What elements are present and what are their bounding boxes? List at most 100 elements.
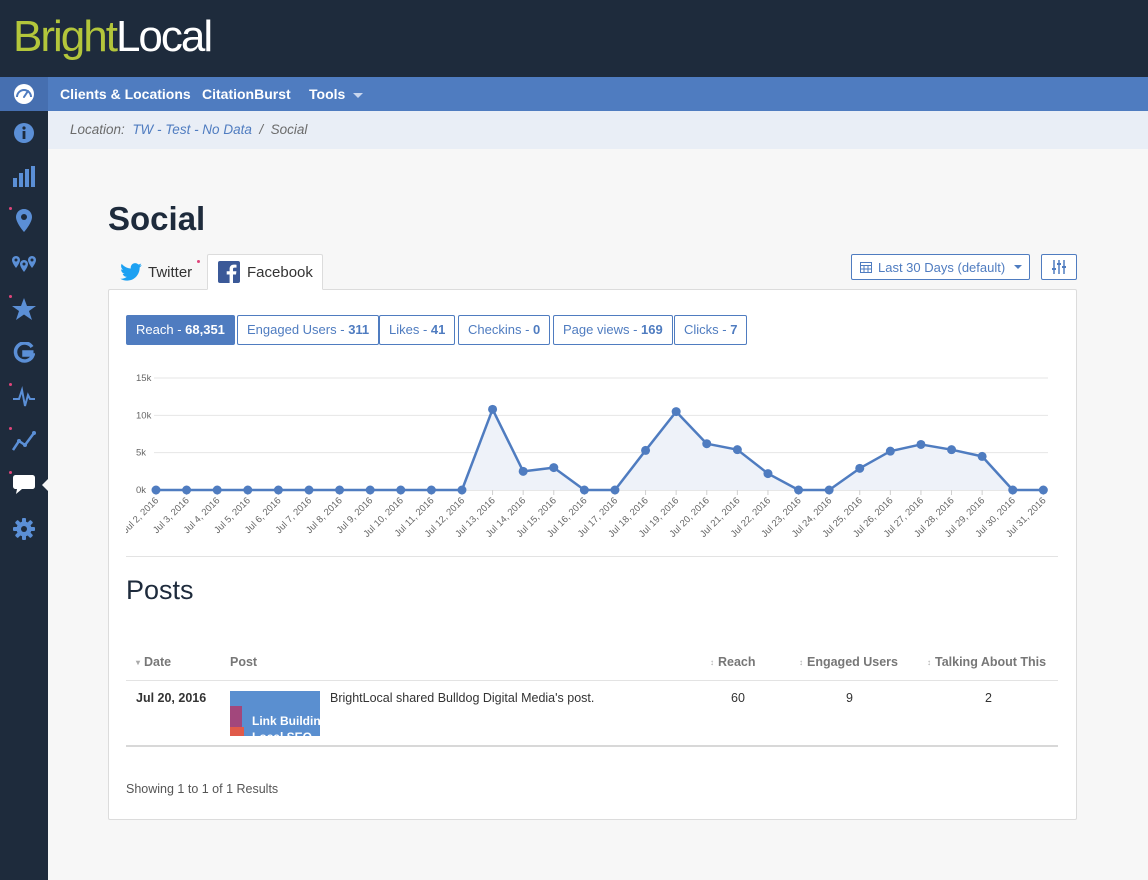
data-point bbox=[855, 463, 865, 473]
trend-line-icon bbox=[12, 431, 36, 451]
y-tick-label: 10k bbox=[136, 410, 152, 421]
divider bbox=[126, 556, 1058, 557]
y-tick-label: 0k bbox=[136, 485, 146, 496]
post-engaged-users: 9 bbox=[846, 691, 853, 705]
post-talking-about-this: 2 bbox=[985, 691, 992, 705]
column-header-date[interactable]: ▾ Date bbox=[136, 655, 172, 669]
post-thumbnail[interactable]: Link Building for Local SEO bbox=[230, 691, 320, 736]
notification-dot bbox=[9, 427, 12, 430]
notification-dot bbox=[9, 207, 12, 210]
caret-down-icon bbox=[1014, 265, 1023, 269]
data-point bbox=[212, 485, 222, 495]
logo[interactable]: BrightLocal bbox=[13, 12, 213, 61]
notification-dot bbox=[9, 383, 12, 386]
data-point bbox=[304, 485, 314, 495]
sidebar-item-google[interactable] bbox=[0, 333, 48, 373]
speech-bubble-icon bbox=[13, 475, 35, 494]
notification-dot bbox=[9, 471, 12, 474]
series-area bbox=[156, 409, 1044, 490]
sort-icon: ↕ bbox=[799, 658, 803, 667]
nav-tools[interactable]: Tools bbox=[309, 77, 364, 111]
data-point bbox=[457, 485, 467, 495]
reach-chart: 0k 5k 10k 15k Jul 2, 2016 Jul 3, 2016 Jul 4, 2… bbox=[120, 362, 1058, 547]
sidebar-item-settings[interactable] bbox=[0, 509, 48, 549]
data-point bbox=[1008, 485, 1018, 495]
metric-reach-button[interactable]: Reach - 68,351 bbox=[126, 315, 235, 345]
data-point bbox=[243, 485, 253, 495]
breadcrumb-separator: / bbox=[259, 122, 264, 137]
metric-clicks-button[interactable]: Clicks - 7 bbox=[674, 315, 748, 345]
data-point bbox=[671, 407, 681, 417]
post-reach: 60 bbox=[731, 691, 745, 705]
twitter-icon bbox=[120, 263, 142, 281]
breadcrumb-current: Social bbox=[270, 122, 308, 137]
sidebar-item-rankings[interactable] bbox=[0, 157, 48, 197]
results-count: Showing 1 to 1 of 1 Results bbox=[126, 782, 279, 796]
top-bar: BrightLocal bbox=[0, 0, 1148, 77]
data-point bbox=[610, 485, 620, 495]
data-point bbox=[335, 485, 345, 495]
post-text[interactable]: BrightLocal shared Bulldog Digital Media… bbox=[330, 691, 595, 705]
google-icon bbox=[13, 342, 35, 363]
data-point bbox=[488, 404, 498, 414]
sidebar-item-info[interactable] bbox=[0, 113, 48, 153]
active-indicator bbox=[42, 479, 48, 491]
data-point bbox=[396, 485, 406, 495]
data-point bbox=[947, 445, 957, 455]
data-point bbox=[151, 485, 161, 495]
data-point bbox=[641, 445, 651, 455]
sidebar bbox=[0, 111, 48, 880]
calendar-icon bbox=[860, 262, 872, 273]
sidebar-item-local-search[interactable] bbox=[0, 201, 48, 241]
data-point bbox=[1038, 485, 1048, 495]
sidebar-item-citations[interactable] bbox=[0, 245, 48, 285]
sidebar-item-analytics[interactable] bbox=[0, 421, 48, 461]
notification-dot bbox=[9, 295, 12, 298]
tab-twitter[interactable]: Twitter bbox=[108, 254, 206, 290]
post-thumbnail-text: Link Building for Local SEO bbox=[252, 714, 320, 736]
pulse-icon bbox=[13, 386, 35, 407]
metric-page-views-button[interactable]: Page views - 169 bbox=[553, 315, 673, 345]
breadcrumb-location-link[interactable]: TW - Test - No Data bbox=[132, 122, 252, 137]
data-point bbox=[763, 469, 773, 479]
data-point bbox=[549, 463, 559, 473]
tab-facebook[interactable]: Facebook bbox=[207, 254, 323, 290]
info-icon bbox=[14, 123, 34, 143]
column-header-reach[interactable]: ↕ Reach bbox=[710, 655, 756, 669]
divider bbox=[126, 680, 1058, 681]
chart-settings-button[interactable] bbox=[1041, 254, 1077, 280]
sliders-icon bbox=[1052, 260, 1066, 274]
column-header-engaged-users[interactable]: ↕ Engaged Users bbox=[799, 655, 899, 669]
date-range-dropdown[interactable]: Last 30 Days (default) bbox=[851, 254, 1030, 280]
sort-icon: ↕ bbox=[710, 658, 714, 667]
column-header-talking-about-this[interactable]: ↕ Talking About This bbox=[927, 655, 1047, 669]
map-pin-icon bbox=[16, 209, 32, 232]
data-point bbox=[702, 439, 712, 449]
data-point bbox=[977, 451, 987, 461]
y-tick-label: 5k bbox=[136, 448, 146, 459]
data-point bbox=[579, 485, 589, 495]
nav-clients-locations[interactable]: Clients & Locations bbox=[60, 86, 191, 102]
series-line bbox=[156, 408, 1044, 492]
caret-down-icon bbox=[353, 92, 364, 98]
metric-likes-button[interactable]: Likes - 41 bbox=[379, 315, 456, 345]
data-point bbox=[182, 485, 192, 495]
data-point bbox=[824, 485, 834, 495]
metric-checkins-button[interactable]: Checkins - 0 bbox=[458, 315, 551, 345]
sidebar-item-social[interactable] bbox=[0, 465, 48, 505]
breadcrumb: Location: TW - Test - No Data / Social bbox=[48, 111, 1148, 149]
post-date: Jul 20, 2016 bbox=[136, 691, 207, 705]
data-point bbox=[732, 445, 742, 455]
data-point bbox=[365, 485, 375, 495]
column-header-post: Post bbox=[230, 655, 258, 669]
nav-citationburst[interactable]: CitationBurst bbox=[202, 86, 291, 102]
data-point bbox=[885, 446, 895, 456]
metric-engaged-users-button[interactable]: Engaged Users - 311 bbox=[237, 315, 380, 345]
y-tick-label: 15k bbox=[136, 373, 152, 384]
divider bbox=[126, 745, 1058, 747]
sidebar-item-reputation[interactable] bbox=[0, 377, 48, 417]
dashboard-button[interactable] bbox=[0, 77, 48, 111]
sidebar-item-reviews[interactable] bbox=[0, 289, 48, 329]
notification-dot bbox=[197, 260, 200, 263]
